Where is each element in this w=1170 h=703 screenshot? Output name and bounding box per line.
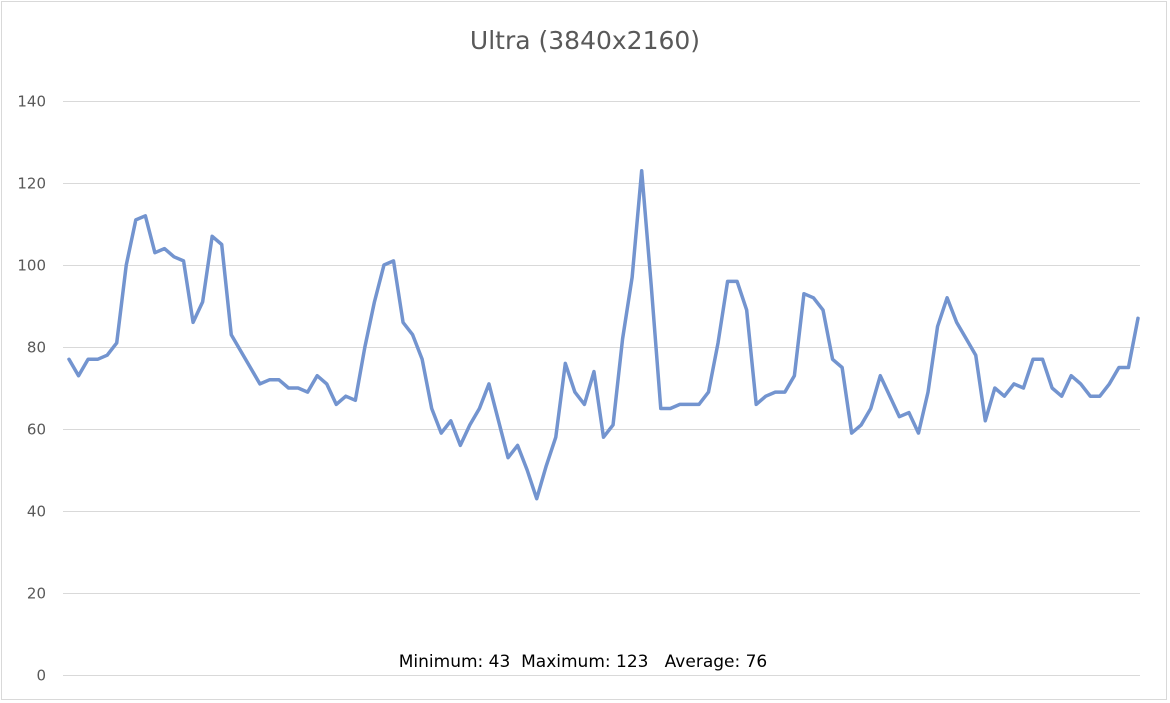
y-tick-label-100: 100 bbox=[17, 257, 46, 275]
stats-average: Average: 76 bbox=[664, 652, 768, 672]
y-tick-label-60: 60 bbox=[27, 421, 46, 439]
stats-annotation: Minimum: 43 Maximum: 123 Average: 76 bbox=[0, 652, 1166, 672]
y-tick-label-120: 120 bbox=[17, 175, 46, 193]
stats-maximum: Maximum: 123 bbox=[521, 652, 649, 672]
chart-title: Ultra (3840x2160) bbox=[469, 26, 701, 55]
y-tick-label-140: 140 bbox=[17, 93, 46, 111]
y-tick-label-20: 20 bbox=[27, 585, 46, 603]
series-line-0 bbox=[67, 168, 1140, 501]
y-tick-label-0: 0 bbox=[36, 667, 46, 685]
stats-minimum: Minimum: 43 bbox=[398, 652, 511, 672]
y-tick-label-40: 40 bbox=[27, 503, 46, 521]
y-tick-label-80: 80 bbox=[27, 339, 46, 357]
